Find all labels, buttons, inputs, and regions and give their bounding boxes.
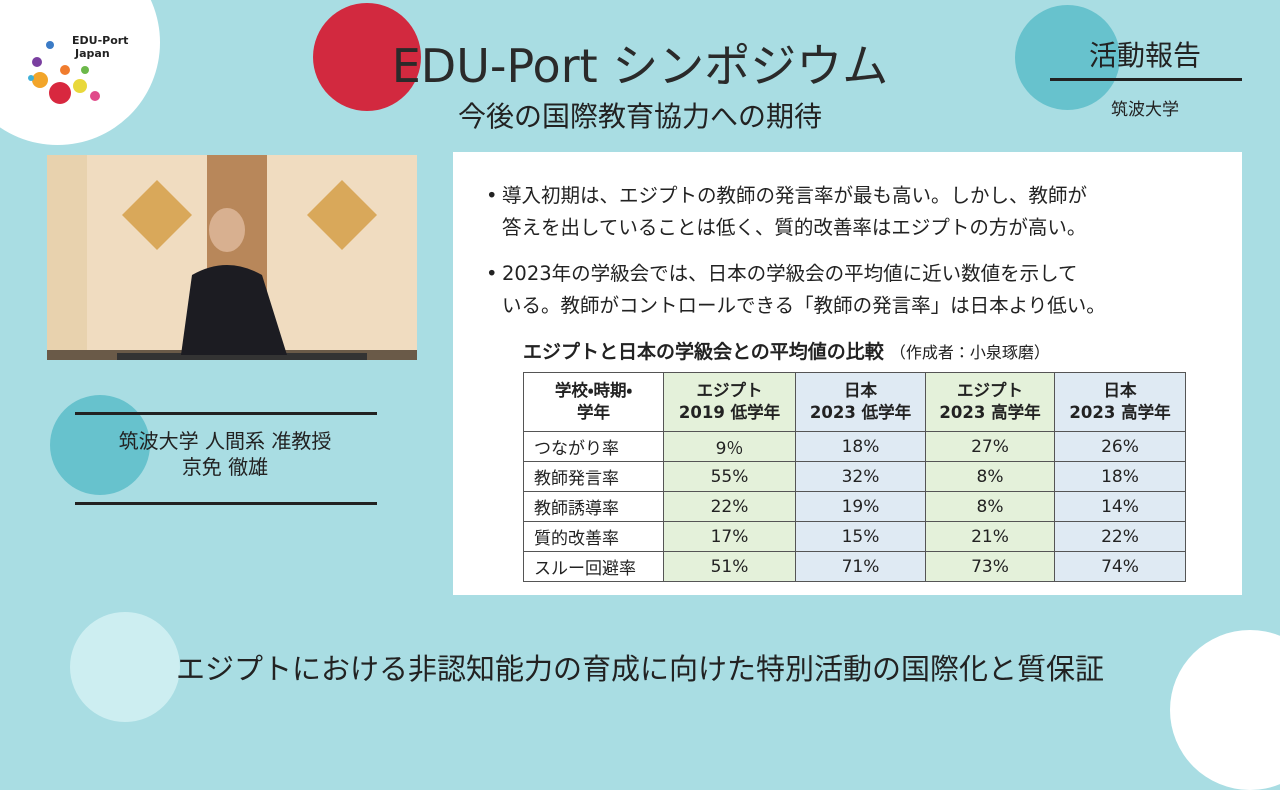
header-line: 2023 高学年: [1069, 403, 1171, 422]
table-cell: 14%: [1054, 491, 1186, 522]
table-cell: 教師誘導率: [523, 491, 664, 522]
university: 筑波大学: [1111, 100, 1179, 120]
table-cell: つながり率: [523, 431, 664, 462]
bullet-line: 導入初期は、エジプトの教師の発言率が最も高い。しかし、教師が: [488, 180, 1087, 212]
table-row: 質的改善率 17% 15% 21% 22%: [523, 521, 1186, 552]
bullet: 2023年の学級会では、日本の学級会の平均値に近い数値を示している。教師がコント…: [488, 258, 1106, 322]
bullet: 導入初期は、エジプトの教師の発言率が最も高い。しかし、教師が答えを出していること…: [488, 180, 1087, 244]
rule: [75, 412, 377, 415]
table-cell: 51%: [663, 551, 796, 582]
table-row: つながり率 9％ 18% 27% 26%: [523, 431, 1186, 462]
table-cell: 71%: [795, 551, 926, 582]
deco-circle: [1015, 5, 1120, 110]
bullet-line: 2023年の学級会では、日本の学級会の平均値に近い数値を示して: [488, 258, 1106, 290]
header-line: 2023 低学年: [809, 403, 912, 422]
table-cell: 18%: [1054, 461, 1186, 492]
table-cell: 74%: [1054, 551, 1186, 582]
table-cell: 19%: [795, 491, 926, 522]
page: EDU-Port Japan EDU-Port シンポジウム 今後の国際教育協力へ…: [0, 0, 1280, 720]
table-row: スルー回避率 51% 71% 73% 74%: [523, 551, 1186, 582]
speaker: 筑波大学 人間系 准教授 京免 徹雄: [70, 428, 380, 480]
table: 学校・時期・ 学年 エジプト 2019 低学年 日本 2023 低学年 エジプト 2023 高…: [523, 372, 1186, 582]
header-row: 学校・時期・ 学年 エジプト 2019 低学年 日本 2023 低学年 エジプト 2023 高…: [523, 372, 1186, 432]
subtitle: 今後の国際教育協力への期待: [457, 100, 822, 133]
logo-line: Japan: [75, 47, 110, 60]
deco-circle: [313, 3, 421, 111]
title: EDU-Port シンポジウム: [391, 39, 889, 93]
deco-circle: [70, 612, 180, 722]
table-cell: 15%: [795, 521, 926, 552]
deco-circle: [50, 395, 150, 495]
section-label: 活動報告: [1088, 39, 1201, 72]
table-cell: 21%: [925, 521, 1055, 552]
header-line: エジプト: [696, 381, 763, 400]
table-cell: 55%: [663, 461, 796, 492]
header-line: 日本: [1103, 381, 1137, 400]
rule: [75, 502, 377, 505]
header-line: 学年: [577, 403, 610, 422]
table-note: （作成者：小泉琢磨）: [889, 343, 1050, 362]
caption: エジプトにおける非認知能力の育成に向けた特別活動の国際化と質保証: [175, 652, 1104, 686]
bullet-line: いる。教師がコントロールできる「教師の発言率」は日本より低い。: [502, 294, 1106, 317]
rule: [1050, 78, 1242, 81]
table-cell: 22%: [663, 491, 796, 522]
table-cell: 17%: [663, 521, 796, 552]
header-line: 日本: [844, 381, 877, 400]
table-cell: 質的改善率: [523, 521, 664, 552]
video: [47, 155, 417, 360]
table-cell: 26%: [1054, 431, 1186, 462]
header-cell: 学校・時期・ 学年: [523, 372, 664, 432]
table-cell: 9％: [663, 431, 796, 462]
header-cell: 日本 2023 低学年: [795, 372, 926, 432]
table-title-text: エジプトと日本の学級会との平均値の比較: [523, 341, 884, 363]
header-line: 2023 高学年: [939, 403, 1041, 422]
table-cell: 27%: [925, 431, 1055, 462]
bullet-line: 答えを出していることは低く、質的改善率はエジプトの方が高い。: [502, 216, 1087, 239]
logo-dots: [28, 41, 100, 104]
header-line: 2019 低学年: [678, 403, 781, 422]
table-cell: 32%: [795, 461, 926, 492]
table-cell: 73%: [925, 551, 1055, 582]
header-line: エジプト: [957, 381, 1023, 400]
header-cell: エジプト 2019 低学年: [663, 372, 796, 432]
logo-line: EDU-Port: [72, 34, 129, 47]
logo-text: EDU-Port Japan: [72, 34, 128, 60]
table-row: 教師発言率 55% 32% 8% 18%: [523, 461, 1186, 492]
table-cell: 22%: [1054, 521, 1186, 552]
header-line: 学校・時期・: [554, 381, 633, 400]
affiliation: 筑波大学 人間系 准教授: [118, 429, 332, 453]
table-title: エジプトと日本の学級会との平均値の比較 （作成者：小泉琢磨）: [523, 337, 1050, 364]
table-cell: 8%: [925, 461, 1055, 492]
table-cell: 教師発言率: [523, 461, 664, 492]
table-cell: スルー回避率: [523, 551, 664, 582]
table-cell: 18%: [795, 431, 926, 462]
header-cell: エジプト 2023 高学年: [925, 372, 1055, 432]
table-cell: 8%: [925, 491, 1055, 522]
table-row: 教師誘導率 22% 19% 8% 14%: [523, 491, 1186, 522]
header-cell: 日本 2023 高学年: [1054, 372, 1186, 432]
speaker-name: 京免 徹雄: [181, 455, 269, 479]
